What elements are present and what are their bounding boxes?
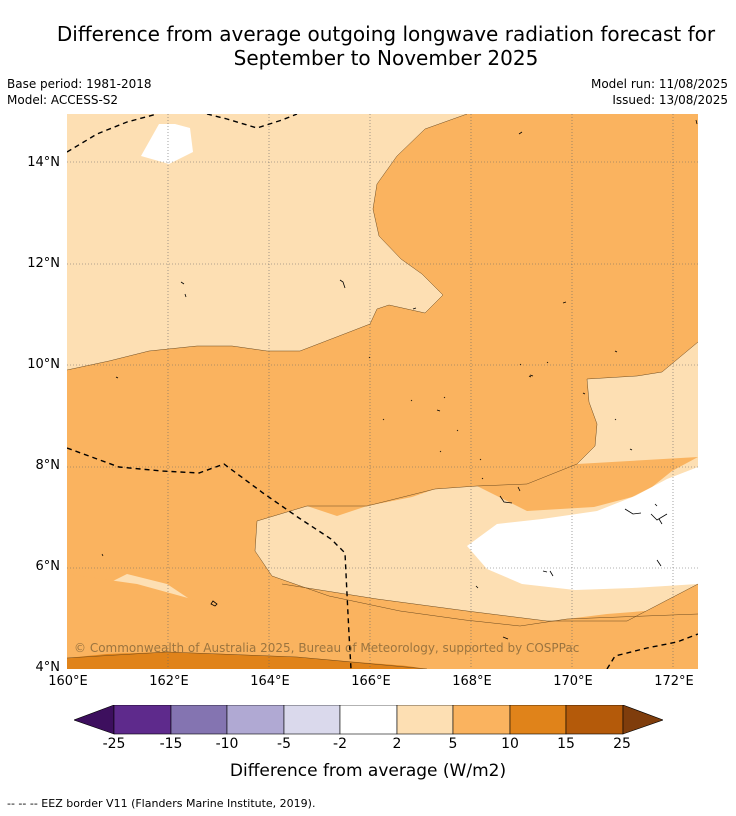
title-line-1: Difference from average outgoing longwav… bbox=[56, 22, 716, 46]
zone-neutral-north bbox=[141, 124, 193, 164]
lon-label-160e: 160°E bbox=[48, 674, 88, 689]
copyright-notice: © Commonwealth of Australia 2025, Bureau… bbox=[74, 641, 580, 655]
lat-label-4n: 4°N bbox=[35, 660, 61, 675]
cbar-tick-neg25: -25 bbox=[102, 736, 126, 752]
cbar-arrow-high bbox=[622, 705, 663, 735]
forecast-map bbox=[67, 114, 698, 669]
lon-label-168e: 168°E bbox=[452, 674, 492, 689]
zone-10-15-south bbox=[67, 652, 427, 669]
cbar-seg-8 bbox=[509, 705, 567, 735]
lon-label-164e: 164°E bbox=[250, 674, 290, 689]
colorbar-label: Difference from average (W/m2) bbox=[229, 761, 507, 781]
cbar-seg-7 bbox=[452, 705, 511, 735]
eez-border bbox=[67, 114, 698, 669]
lat-label-10n: 10°N bbox=[27, 357, 60, 372]
lat-label-6n: 6°N bbox=[35, 559, 61, 574]
model-name: Model: ACCESS-S2 bbox=[7, 93, 119, 107]
lat-label-12n: 12°N bbox=[27, 256, 60, 271]
lon-label-162e: 162°E bbox=[149, 674, 189, 689]
base-period: Base period: 1981-2018 bbox=[7, 77, 152, 91]
cbar-tick-neg15: -15 bbox=[159, 736, 183, 752]
colorbar bbox=[74, 705, 663, 735]
cbar-tick-5: 5 bbox=[448, 736, 458, 752]
cbar-seg-6 bbox=[396, 705, 454, 735]
zone-5-10-south-restore bbox=[67, 574, 698, 669]
cbar-tick-neg2: -2 bbox=[333, 736, 347, 752]
cbar-tick-25: 25 bbox=[613, 736, 631, 752]
cbar-tick-neg5: -5 bbox=[277, 736, 291, 752]
cbar-seg-9 bbox=[565, 705, 624, 735]
zone-2-5-east-strip bbox=[577, 342, 698, 464]
zone-2-5-north bbox=[67, 114, 467, 370]
meta-right: Model run: 11/08/2025 Issued: 13/08/2025 bbox=[591, 76, 728, 108]
meta-left: Base period: 1981-2018 Model: ACCESS-S2 bbox=[7, 76, 152, 108]
zone-neutral-east bbox=[467, 467, 698, 590]
cbar-seg-2 bbox=[170, 705, 228, 735]
lat-label-8n: 8°N bbox=[35, 458, 61, 473]
cbar-seg-3 bbox=[226, 705, 285, 735]
model-run: Model run: 11/08/2025 bbox=[590, 77, 728, 91]
title-line-2: September to November 2025 bbox=[233, 46, 539, 70]
lat-label-14n: 14°N bbox=[27, 155, 60, 170]
map-title: Difference from average outgoing longwav… bbox=[0, 22, 736, 70]
islands bbox=[101, 119, 698, 640]
zone-2-5-southeast bbox=[67, 342, 698, 669]
eez-footnote: -- -- -- EEZ border V11 (Flanders Marine… bbox=[7, 797, 316, 810]
cbar-seg-1 bbox=[113, 705, 172, 735]
gridlines bbox=[67, 114, 698, 669]
lon-label-166e: 166°E bbox=[351, 674, 391, 689]
cbar-tick-10: 10 bbox=[501, 736, 519, 752]
lon-label-170e: 170°E bbox=[553, 674, 593, 689]
cbar-seg-5 bbox=[339, 705, 398, 735]
cbar-tick-2: 2 bbox=[392, 736, 402, 752]
cbar-seg-4 bbox=[283, 705, 341, 735]
cbar-tick-15: 15 bbox=[557, 736, 575, 752]
issued-date: Issued: 13/08/2025 bbox=[612, 93, 728, 107]
lon-label-172e: 172°E bbox=[654, 674, 694, 689]
contour-lines bbox=[67, 114, 698, 669]
cbar-tick-neg10: -10 bbox=[215, 736, 239, 752]
cbar-arrow-low bbox=[74, 705, 115, 735]
